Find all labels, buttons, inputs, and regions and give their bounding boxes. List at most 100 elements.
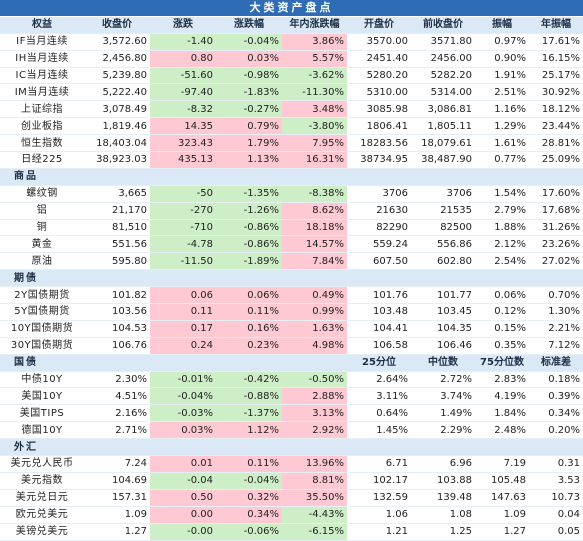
cell-prev: 2.72% <box>411 371 475 389</box>
cell-prev: 106.46 <box>411 337 475 355</box>
table-row: 美元指数 104.69 -0.04 -0.04% 8.81% 102.17 103.88 10… <box>0 472 583 490</box>
column-header: 标准差 <box>529 354 583 372</box>
cell-chg: -8.32 <box>150 100 216 119</box>
cell-chg: 0.06 <box>150 286 216 305</box>
cell-pct: -1.26% <box>216 202 282 220</box>
cell-ytd: 2.92% <box>282 421 347 440</box>
cell-open: 5310.00 <box>347 83 411 102</box>
cell-amp: 2.79% <box>475 202 529 220</box>
row-label: 10Y国债期货 <box>0 320 84 338</box>
section-label: 国债 <box>0 354 84 372</box>
row-label: 2Y国债期货 <box>0 286 84 305</box>
cell-amp: 1.84% <box>475 404 529 423</box>
cell-open: 102.17 <box>347 472 411 490</box>
section-cell <box>216 269 282 288</box>
cell-yamp: 0.20% <box>529 421 583 440</box>
cell-yamp: 0.34% <box>529 404 583 423</box>
row-label: 日经225 <box>0 151 84 169</box>
cell-ytd: 3.48% <box>282 100 347 119</box>
cell-prev: 1,805.11 <box>411 117 475 136</box>
table-row: 德国10Y 2.71% 0.03% 1.12% 2.92% 1.45% 2.29% 2.48%… <box>0 421 583 440</box>
table-row: 美镑兑美元 1.27 -0.00 -0.06% -6.15% 1.21 1.25 1.27 0.… <box>0 523 583 541</box>
table-row: 螺纹钢 3,665 -50 -1.35% -8.38% 3706 3706 1.54% 17.6… <box>0 185 583 203</box>
section-cell <box>84 269 150 288</box>
cell-open: 21630 <box>347 202 411 220</box>
cell-chg: 0.80 <box>150 50 216 68</box>
cell-yamp: 17.60% <box>529 185 583 203</box>
cell-chg: -710 <box>150 219 216 237</box>
table-row: 美国TIPS 2.16% -0.03% -1.37% 3.13% 0.64% 1.49% 1.… <box>0 404 583 423</box>
cell-yamp: 31.26% <box>529 219 583 237</box>
cell-yamp: 28.81% <box>529 134 583 153</box>
section-cell <box>475 168 529 186</box>
cell-open: 103.48 <box>347 303 411 321</box>
column-header: 开盘价 <box>347 16 411 34</box>
cell-ytd: 3.86% <box>282 33 347 51</box>
cell-ytd: 13.96% <box>282 455 347 473</box>
row-label: 美元指数 <box>0 472 84 490</box>
cell-pct: 0.16% <box>216 320 282 338</box>
cell-ytd: 16.31% <box>282 151 347 169</box>
column-header <box>150 354 216 372</box>
cell-chg: -0.04 <box>150 472 216 490</box>
column-header <box>216 354 282 372</box>
cell-amp: 105.48 <box>475 472 529 490</box>
section-cell <box>282 168 347 186</box>
cell-ytd: -3.80% <box>282 117 347 136</box>
section-cell <box>475 269 529 288</box>
column-header: 前收盘价 <box>411 16 475 34</box>
section-cell <box>84 168 150 186</box>
cell-pct: -0.86% <box>216 219 282 237</box>
cell-open: 3706 <box>347 185 411 203</box>
section-cell <box>347 269 411 288</box>
row-label: 美国10Y <box>0 387 84 406</box>
cell-yamp: 25.17% <box>529 67 583 85</box>
cell-amp: 1.54% <box>475 185 529 203</box>
table-row: 恒生指数 18,403.04 323.43 1.79% 7.95% 18283.56 18,… <box>0 134 583 153</box>
cell-pct: 1.12% <box>216 421 282 440</box>
cell-chg: -270 <box>150 202 216 220</box>
cell-ytd: -3.62% <box>282 67 347 85</box>
section-cell <box>150 168 216 186</box>
cell-chg: -0.01% <box>150 371 216 389</box>
cell-open: 18283.56 <box>347 134 411 153</box>
cell-prev: 38,487.90 <box>411 151 475 169</box>
cell-pct: -0.04% <box>216 472 282 490</box>
cell-amp: 2.12% <box>475 235 529 254</box>
cell-ytd: 14.57% <box>282 235 347 254</box>
table-row: IM当月连续 5,222.40 -97.40 -1.83% -11.30% 5310.00… <box>0 83 583 102</box>
cell-chg: 435.13 <box>150 151 216 169</box>
cell-yamp: 3.53 <box>529 472 583 490</box>
column-header: 振幅 <box>475 16 529 34</box>
row-label: IF当月连续 <box>0 33 84 51</box>
cell-close: 106.76 <box>84 337 150 355</box>
table-row: 美国10Y 4.51% -0.04% -0.88% 2.88% 3.11% 3.74% 4.1… <box>0 387 583 406</box>
table-row: 铜 81,510 -710 -0.86% 18.18% 82290 82500 1.88% 31… <box>0 219 583 237</box>
cell-close: 551.56 <box>84 235 150 254</box>
section-commodities: 商品 <box>0 168 583 186</box>
cell-amp: 1.09 <box>475 506 529 524</box>
table-title: 大类资产盘点 <box>0 0 583 17</box>
row-label: 原油 <box>0 252 84 271</box>
cell-yamp: 30.92% <box>529 83 583 102</box>
section-cell <box>216 168 282 186</box>
row-label: 铝 <box>0 202 84 220</box>
section-cell <box>529 269 583 288</box>
row-label: 德国10Y <box>0 421 84 440</box>
cell-close: 5,239.80 <box>84 67 150 85</box>
row-label: 30Y国债期货 <box>0 337 84 355</box>
cell-chg: 0.01 <box>150 455 216 473</box>
cell-prev: 101.77 <box>411 286 475 305</box>
table-row: 美元兑人民币 7.24 0.01 0.11% 13.96% 6.71 6.96 7.19 0.3… <box>0 455 583 473</box>
cell-open: 5280.20 <box>347 67 411 85</box>
cell-chg: -0.04% <box>150 387 216 406</box>
row-label: IM当月连续 <box>0 83 84 102</box>
table-row: 10Y国债期货 104.53 0.17 0.16% 1.63% 104.41 104.35 0… <box>0 320 583 338</box>
cell-open: 82290 <box>347 219 411 237</box>
cell-amp: 1.91% <box>475 67 529 85</box>
table-row: IC当月连续 5,239.80 -51.60 -0.98% -3.62% 5280.20 5… <box>0 67 583 85</box>
cell-yamp: 2.21% <box>529 320 583 338</box>
cell-pct: 0.03% <box>216 50 282 68</box>
cell-ytd: 1.63% <box>282 320 347 338</box>
cell-prev: 2456.00 <box>411 50 475 68</box>
